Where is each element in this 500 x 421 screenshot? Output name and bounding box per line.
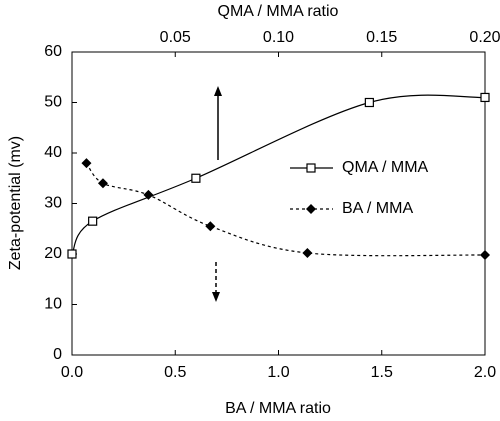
y-tick-label: 0 bbox=[53, 346, 62, 363]
data-point bbox=[81, 158, 92, 169]
x-tick-label: 2.0 bbox=[474, 364, 496, 381]
annotation-arrows bbox=[212, 86, 222, 302]
legend-marker bbox=[306, 163, 316, 173]
plot-frame bbox=[71, 51, 486, 356]
x-tick-label: 0.0 bbox=[61, 364, 83, 381]
x-tick-label: 0.5 bbox=[164, 364, 186, 381]
y-tick-label: 30 bbox=[44, 195, 62, 212]
x2-tick-label: 0.10 bbox=[263, 29, 294, 46]
data-point bbox=[480, 92, 490, 103]
arrow-head bbox=[212, 292, 220, 302]
data-point bbox=[302, 247, 313, 258]
y-tick-label: 60 bbox=[44, 43, 62, 60]
series-line bbox=[85, 162, 486, 257]
data-point bbox=[67, 249, 77, 259]
data-point bbox=[205, 221, 216, 232]
data-point bbox=[88, 216, 98, 226]
x-tick-label: 1.5 bbox=[371, 364, 393, 381]
x-tick-label: 1.0 bbox=[267, 364, 289, 381]
top-axis-title: QMA / MMA ratio bbox=[218, 3, 339, 20]
legend-marker bbox=[306, 204, 316, 214]
y-tick-label: 10 bbox=[44, 296, 62, 313]
legend-label: BA / MMA bbox=[342, 200, 413, 217]
y-axis-title: Zeta-potential (mv) bbox=[7, 136, 24, 270]
x2-tick-label: 0.20 bbox=[469, 29, 500, 46]
data-point bbox=[191, 173, 201, 183]
x-axis-title: BA / MMA ratio bbox=[225, 400, 331, 417]
x2-tick-label: 0.05 bbox=[160, 29, 191, 46]
data-point bbox=[97, 178, 108, 189]
legend-label: QMA / MMA bbox=[342, 159, 429, 176]
y-tick-label: 20 bbox=[44, 245, 62, 262]
data-point bbox=[143, 189, 154, 200]
y-tick-label: 50 bbox=[44, 94, 62, 111]
data-point bbox=[364, 97, 374, 108]
x2-tick-label: 0.15 bbox=[366, 29, 397, 46]
arrow-head bbox=[214, 86, 222, 96]
y-tick-label: 40 bbox=[44, 144, 62, 161]
data-point bbox=[480, 250, 490, 261]
